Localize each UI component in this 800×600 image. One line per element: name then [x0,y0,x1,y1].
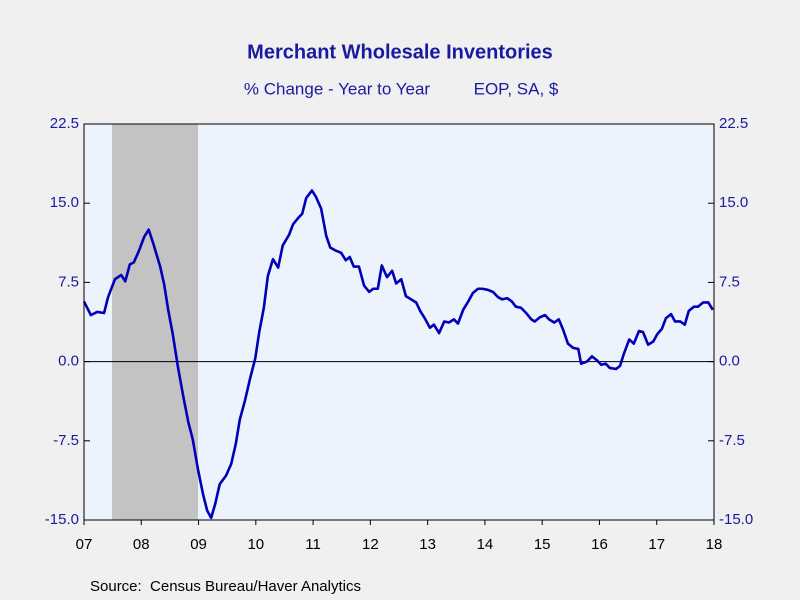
x-tick-label: 12 [362,536,379,553]
plot-frame [83,123,715,521]
x-tick-label: 10 [247,536,264,553]
chart-subtitle: EOP, SA, $ [474,79,559,98]
y2-tick-label: 22.5 [719,115,748,132]
recession-band [112,124,198,520]
y2-tick-label: -15.0 [719,511,753,528]
x-tick-label: 07 [76,536,93,553]
data-line [82,189,714,520]
source-note: Source: Census Bureau/Haver Analytics [90,578,361,595]
x-tick-label: 11 [305,536,321,553]
y-tick-label: 22.5 [50,115,79,132]
y-tick-label: -15.0 [45,511,79,528]
x-tick-label: 18 [706,536,723,553]
x-tick-label: 15 [534,536,551,553]
y-tick-label: 0.0 [58,353,79,370]
x-tick-label: 08 [133,536,150,553]
chart-title: Merchant Wholesale Inventories [247,41,553,63]
chart-subtitle: % Change - Year to Year [244,79,431,98]
plot-area: -15.0 -15.0 -7.5 -7.5 0.0 0.0 7.5 7.5 15.0 15.0 22… [45,115,753,553]
y2-tick-label: 15.0 [719,194,748,211]
x-tick-label: 14 [477,536,494,553]
x-tick-label: 17 [648,536,665,553]
y2-tick-label: 7.5 [719,273,740,290]
x-tick-label: 16 [591,536,608,553]
y2-tick-label: -7.5 [719,432,745,449]
y-tick-label: 7.5 [58,273,79,290]
x-tick-label: 13 [419,536,436,553]
x-tick-label: 09 [190,536,207,553]
y-tick-label: 15.0 [50,194,79,211]
y2-tick-label: 0.0 [719,353,740,370]
y-tick-label: -7.5 [53,432,79,449]
